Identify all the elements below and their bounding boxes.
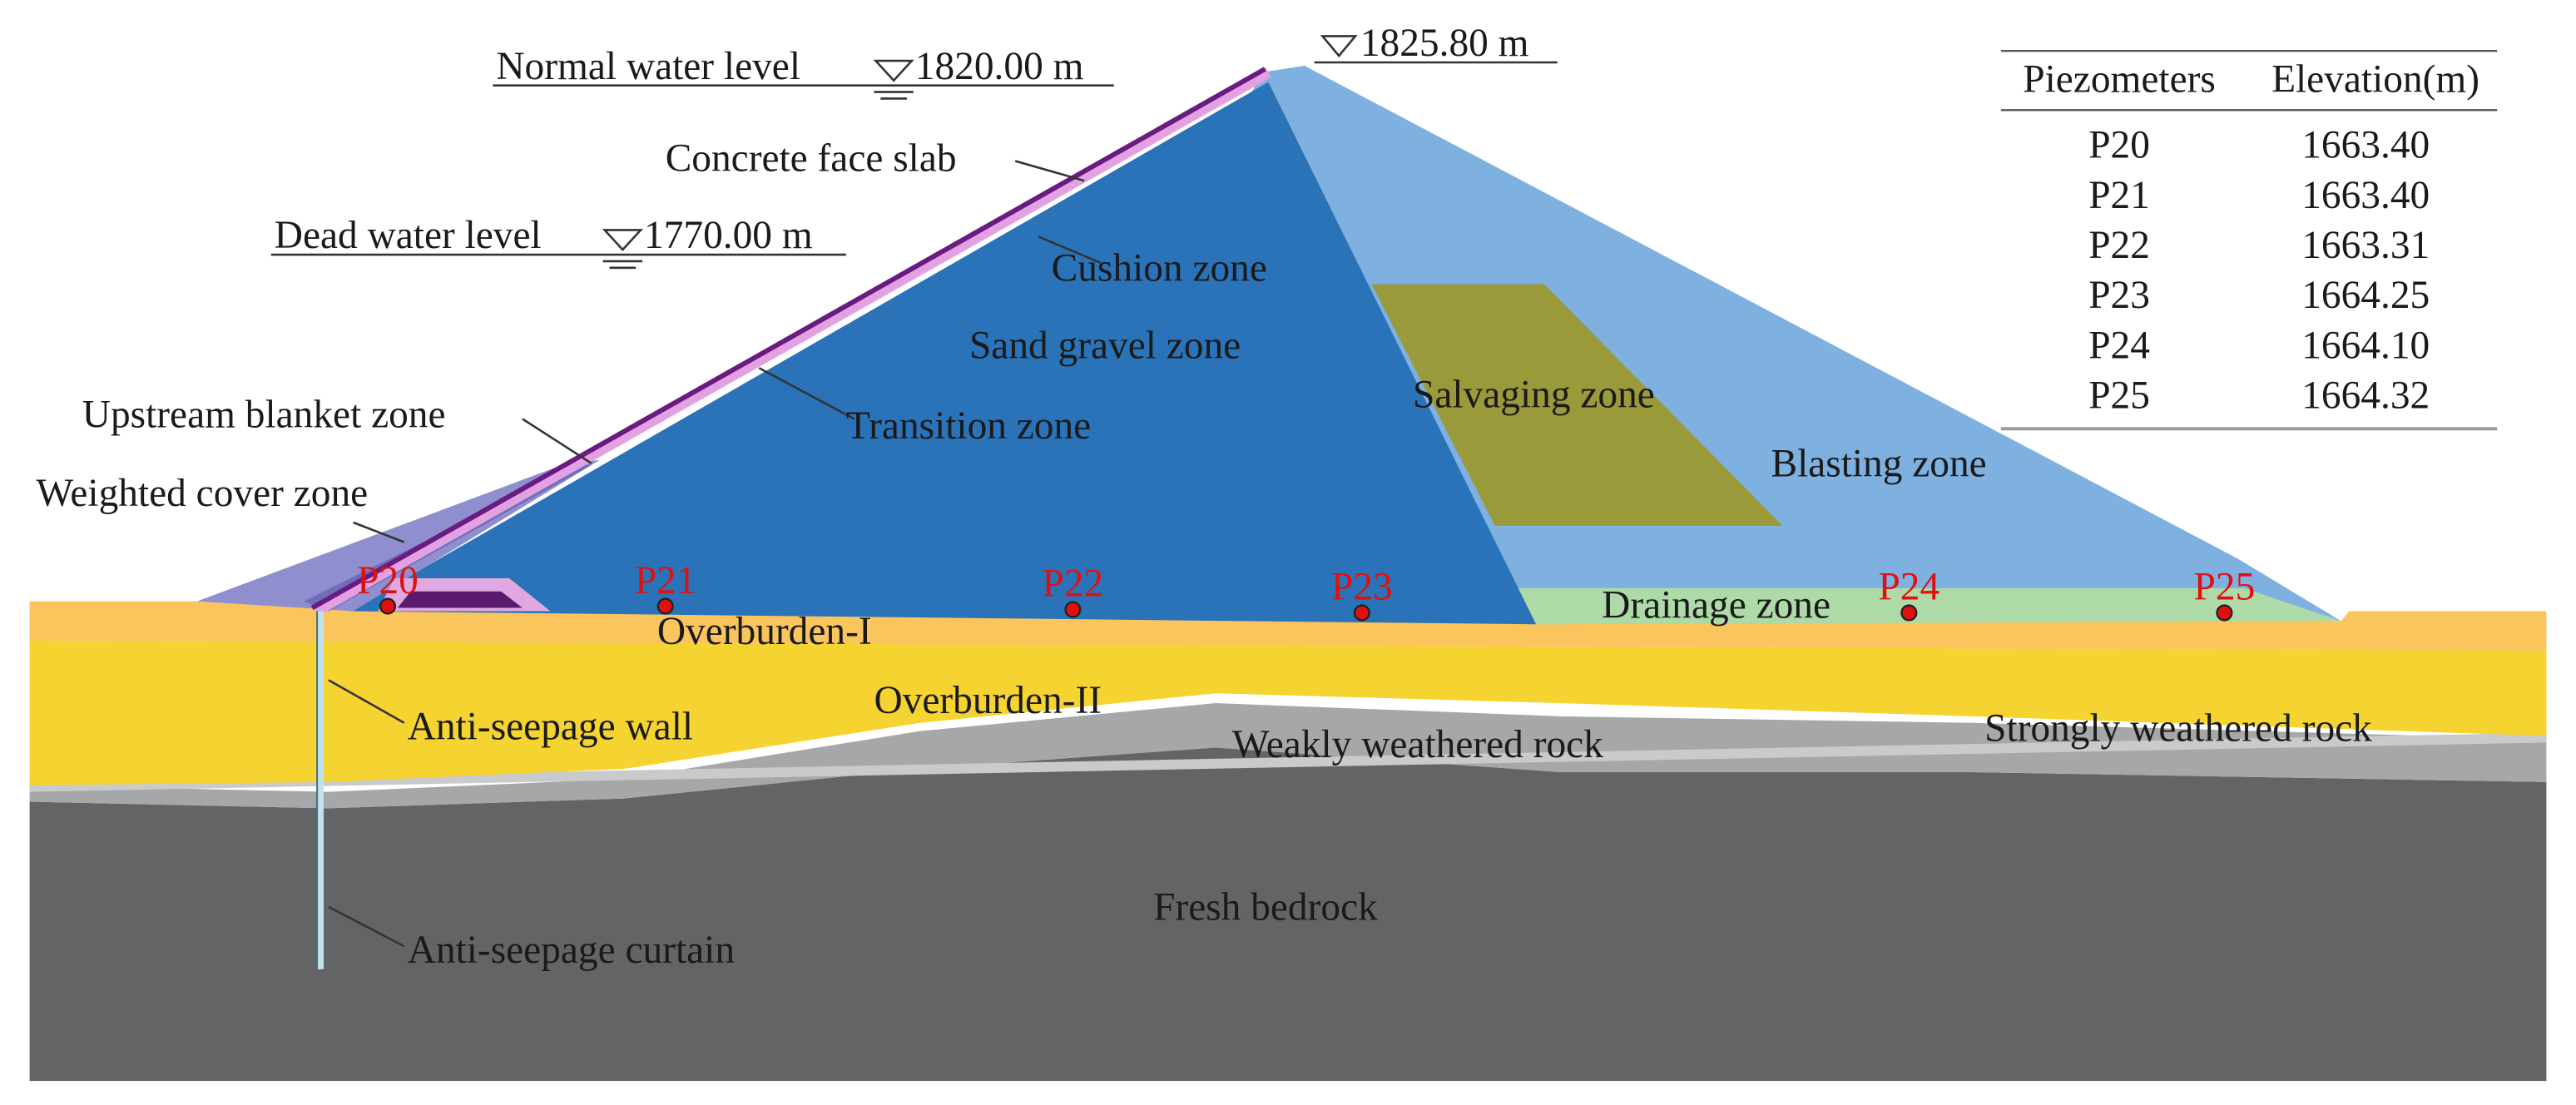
overburden-2	[29, 641, 2547, 785]
zone-label: Sand gravel zone	[969, 324, 1241, 367]
table-cell: P24	[2088, 324, 2150, 367]
sand-gravel-zone	[348, 82, 1537, 625]
table-cell: 1664.25	[2301, 274, 2430, 317]
piezometer-marker	[1353, 604, 1370, 622]
upstream-blanket-zone	[196, 459, 600, 612]
leaders	[270, 35, 1558, 948]
transition-pad	[397, 591, 523, 608]
zone-label: Upstream blanket zone	[82, 393, 446, 436]
table-cell: 1664.32	[2301, 374, 2430, 418]
dead-water-elev: 1770.00 m	[644, 214, 813, 257]
table-cell: 1663.31	[2301, 224, 2430, 267]
geology	[29, 601, 2547, 1082]
piezometer-marker	[2216, 604, 2233, 622]
dam-body	[196, 65, 2341, 969]
table-cell: P22	[2088, 224, 2150, 267]
piezometer-marker	[379, 597, 397, 615]
table-cell: P21	[2088, 174, 2150, 217]
zone-label: Overburden-I	[657, 610, 872, 653]
table-cell: P25	[2088, 374, 2150, 418]
dead-water-label: Dead water level	[275, 214, 542, 257]
zone-label: Weakly weathered rock	[1232, 723, 1603, 766]
piezometer-label: P22	[1042, 562, 1103, 606]
piezometer-marker	[1064, 601, 1082, 618]
zone-label: Anti-seepage curtain	[408, 929, 735, 972]
normal-water-elev: 1820.00 m	[915, 45, 1084, 88]
table-cell: P20	[2088, 124, 2150, 167]
zone-label: Overburden-II	[874, 679, 1102, 722]
table-header: Elevation(m)	[2271, 58, 2479, 102]
zone-label: Salvaging zone	[1413, 374, 1655, 417]
piezometer-marker	[656, 597, 674, 615]
strongly-weathered-rock	[29, 732, 2547, 792]
piezometer-label: P23	[1331, 566, 1393, 609]
table-cell: 1663.40	[2301, 124, 2430, 167]
piezometer-marker	[1900, 604, 1918, 622]
weakly-weathered-rock	[29, 703, 2547, 809]
piezometer-label: P21	[635, 559, 696, 602]
piezometer-table: Piezometers Elevation(m) P20 1663.40 P21 1663…	[2000, 50, 2498, 431]
piezometers: P20 P21 P22 P23 P24 P25	[357, 559, 2256, 622]
zone-label: Fresh bedrock	[1153, 886, 1378, 929]
zone-label: Strongly weathered rock	[1984, 706, 2372, 750]
zone-label: Concrete face slab	[666, 136, 957, 180]
zone-label: Transition zone	[846, 404, 1091, 448]
cushion-line	[310, 67, 1266, 611]
piezometer-label: P20	[357, 559, 419, 602]
crest-elev: 1825.80 m	[1360, 22, 1529, 65]
zone-labels: Concrete face slab Cushion zone Sand grave…	[36, 136, 2372, 972]
table-cell: P23	[2088, 274, 2150, 317]
face-slab	[312, 67, 1271, 617]
normal-water-label: Normal water level	[496, 45, 800, 88]
zone-label: Anti-seepage wall	[408, 705, 693, 748]
zone-label: Blasting zone	[1771, 443, 1986, 486]
table-cell: 1663.40	[2301, 174, 2430, 217]
labels: Normal water level 1820.00 m Dead water …	[275, 22, 1529, 257]
salvaging-zone	[1371, 284, 1783, 526]
drainage-zone	[1514, 587, 2341, 625]
fresh-bedrock	[29, 747, 2547, 1082]
piezometer-label: P25	[2194, 566, 2256, 609]
zone-label: Drainage zone	[1602, 583, 1830, 627]
table-header: Piezometers	[2023, 58, 2216, 102]
table-cell: 1664.10	[2301, 324, 2430, 367]
piezometer-label: P24	[1878, 566, 1939, 609]
zone-label: Weighted cover zone	[36, 472, 368, 515]
zone-label: Cushion zone	[1052, 247, 1267, 290]
